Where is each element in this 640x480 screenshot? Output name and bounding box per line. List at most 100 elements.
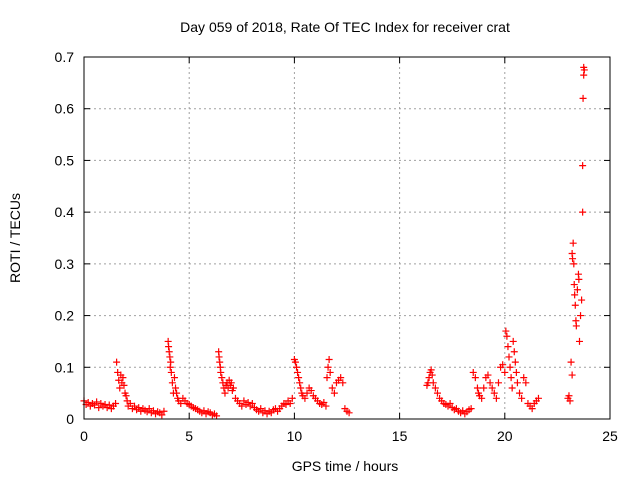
- data-point: [170, 374, 178, 382]
- data-point: [511, 358, 519, 366]
- data-point: [218, 374, 226, 382]
- data-point: [135, 404, 143, 412]
- data-point: [467, 405, 475, 413]
- data-point: [330, 389, 338, 397]
- data-point: [571, 291, 579, 299]
- data-point: [84, 398, 92, 406]
- data-point: [167, 368, 175, 376]
- data-point: [158, 411, 166, 419]
- data-point: [339, 379, 347, 387]
- data-point: [288, 394, 296, 402]
- data-point: [168, 379, 176, 387]
- data-point: [431, 384, 439, 392]
- data-point: [505, 353, 513, 361]
- data-point: [297, 384, 305, 392]
- data-point: [215, 353, 223, 361]
- data-point: [307, 387, 315, 395]
- data-point: [486, 379, 494, 387]
- y-tick-label: 0: [66, 411, 74, 427]
- data-point: [167, 358, 175, 366]
- data-points: [80, 63, 588, 420]
- data-point: [502, 327, 510, 335]
- data-point: [428, 371, 436, 379]
- data-point: [427, 366, 435, 374]
- data-point: [323, 374, 331, 382]
- data-point: [570, 260, 578, 268]
- data-point: [328, 384, 336, 392]
- data-point: [296, 379, 304, 387]
- data-point: [93, 398, 101, 406]
- data-point: [501, 368, 509, 376]
- data-point: [578, 296, 586, 304]
- y-tick-label: 0.6: [55, 101, 75, 117]
- data-point: [518, 394, 526, 402]
- data-point: [216, 358, 224, 366]
- data-point: [580, 71, 588, 79]
- data-point: [325, 356, 333, 364]
- data-point: [244, 398, 252, 406]
- y-tick-label: 0.4: [55, 204, 75, 220]
- data-point: [516, 389, 524, 397]
- x-axis-label: GPS time / hours: [292, 458, 399, 474]
- data-point: [165, 348, 173, 356]
- data-point: [295, 374, 303, 382]
- data-point: [473, 384, 481, 392]
- data-point: [577, 312, 585, 320]
- data-point: [429, 379, 437, 387]
- data-point: [490, 389, 498, 397]
- data-point: [293, 363, 301, 371]
- data-point: [126, 399, 134, 407]
- data-point: [240, 397, 248, 405]
- data-point: [433, 389, 441, 397]
- data-point: [221, 389, 229, 397]
- x-tick-label: 25: [602, 428, 618, 444]
- data-point: [580, 66, 588, 74]
- data-point: [573, 286, 581, 294]
- y-tick-label: 0.5: [55, 152, 75, 168]
- data-point: [507, 374, 515, 382]
- data-point: [512, 368, 520, 376]
- data-point: [579, 162, 587, 170]
- data-point: [534, 394, 542, 402]
- data-point: [571, 301, 579, 309]
- data-point: [301, 394, 309, 402]
- data-point: [478, 394, 486, 402]
- y-tick-label: 0.3: [55, 256, 75, 272]
- data-point: [575, 337, 583, 345]
- data-point: [337, 374, 345, 382]
- data-point: [504, 343, 512, 351]
- data-point: [566, 397, 574, 405]
- data-point: [567, 358, 575, 366]
- data-point: [177, 399, 185, 407]
- data-point: [173, 389, 181, 397]
- data-point: [480, 384, 488, 392]
- data-point: [105, 401, 113, 409]
- data-point: [575, 275, 583, 283]
- data-point: [565, 392, 573, 400]
- y-tick-label: 0.1: [55, 359, 75, 375]
- data-point: [213, 412, 221, 420]
- chart-title: Day 059 of 2018, Rate Of TEC Index for r…: [180, 19, 510, 35]
- axis-ticks: 0 5 10 15 20 25 0 0.1 0.2 0.3 0.4 0.5 0.6 0.7: [55, 49, 618, 444]
- y-axis-label: ROTI / TECUs: [7, 193, 23, 283]
- data-point: [160, 407, 168, 415]
- data-point: [572, 322, 580, 330]
- x-tick-label: 20: [497, 428, 513, 444]
- data-point: [165, 343, 173, 351]
- data-point: [579, 94, 587, 102]
- data-point: [509, 337, 517, 345]
- data-point: [484, 371, 492, 379]
- data-point: [506, 363, 514, 371]
- data-point: [492, 394, 500, 402]
- data-point: [528, 405, 536, 413]
- data-point: [238, 402, 246, 410]
- data-point: [120, 381, 128, 389]
- data-point: [570, 281, 578, 289]
- x-tick-label: 5: [185, 428, 193, 444]
- data-point: [579, 208, 587, 216]
- data-point: [522, 379, 530, 387]
- data-point: [119, 374, 127, 382]
- data-point: [166, 353, 174, 361]
- data-point: [569, 239, 577, 247]
